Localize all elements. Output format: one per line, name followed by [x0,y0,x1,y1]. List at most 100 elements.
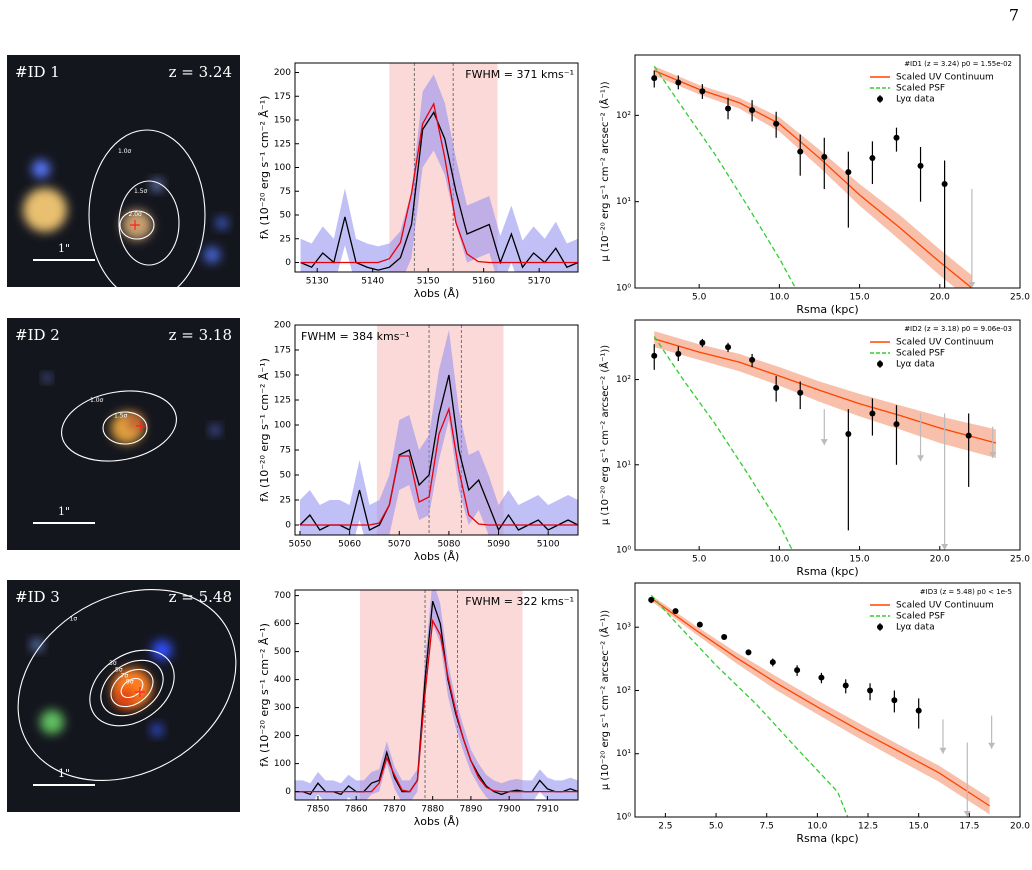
y-tick-label: 175 [274,346,291,356]
x-axis-label: Rsma (kpc) [796,303,858,316]
x-tick-label: 15.0 [850,555,870,565]
data-point [749,107,756,114]
data-line [653,69,973,288]
image-panel: 1.0σ 1.5σ [7,318,240,550]
data-point [869,155,876,162]
y-tick-label: 400 [274,675,291,685]
data-point [648,596,655,603]
source-blob [151,724,163,736]
data-point [725,344,732,351]
source-blob [210,425,220,435]
annotation: #ID3 (z = 5.48) p0 < 1e-5 [920,588,1012,596]
data-point [893,421,900,428]
data-point [818,674,825,681]
data-point [725,105,732,112]
source-blob [115,688,135,708]
data-point [797,389,804,396]
data-point [893,134,900,141]
x-tick-label: 12.5 [858,822,878,832]
legend-label: Scaled UV Continuum [896,338,994,348]
upper-limit-arrow [988,742,996,749]
y-tick-label: 10⁰ [616,546,631,556]
contour-label: 1.5σ [114,413,128,420]
data-line [650,594,849,817]
scale-label: 1" [58,242,70,255]
upper-limit-arrow [989,452,997,459]
x-tick-label: 5.0 [692,555,707,565]
contour [61,390,177,462]
y-tick-label: 0 [285,521,291,531]
plot-frame [634,582,1021,818]
x-tick-label: 5160 [472,277,495,287]
x-tick-label: 7910 [536,805,559,815]
y-tick-label: 50 [280,471,292,481]
y-tick-label: 200 [274,68,291,78]
contour-label: 7σ [121,673,129,680]
x-axis-label: Rsma (kpc) [796,565,858,578]
x-axis-label: λobs (Å) [414,815,460,828]
redshift-label: z = 3.18 [169,326,232,344]
y-tick-label: 600 [274,619,291,629]
data-point [651,75,658,82]
legend-label: Lyα data [896,360,935,370]
id-label: #ID 2 [15,326,60,344]
x-tick-label: 7880 [421,805,444,815]
y-tick-label: 0 [285,258,291,268]
x-tick-label: 15.0 [909,822,929,832]
plot-frame [634,54,1021,289]
data-point [821,153,828,160]
legend-label: Lyα data [896,95,935,105]
scale-label: 1" [58,505,70,518]
legend-label: Scaled PSF [896,612,945,622]
contour-label: 3σ [109,660,117,667]
plot-frame [294,589,579,801]
x-tick-label: 20.0 [930,293,950,303]
x-axis-label: λobs (Å) [414,550,460,563]
upper-limit-arrow [968,282,976,288]
source-blob [23,188,67,232]
legend-swatch [877,361,883,367]
x-tick-label: 10.0 [769,555,789,565]
y-tick-label: 10² [616,375,631,385]
y-tick-label: 175 [274,92,291,102]
data-point [917,162,924,169]
x-tick-label: 25.0 [1010,555,1030,565]
contour-label: 5σ [115,667,123,674]
contour [88,129,206,287]
y-tick-label: 10¹ [616,197,631,207]
source-blob [43,374,51,382]
data-line [299,374,578,532]
data-point [675,79,682,86]
upper-limit-arrow [917,455,925,462]
data-line [650,597,990,807]
data-point [773,120,780,127]
centroid-cross [136,421,146,431]
upper-limit-arrow [963,811,971,817]
x-axis-label: λobs (Å) [414,287,460,300]
redshift-label: z = 5.48 [169,588,232,606]
x-tick-label: 7850 [306,805,329,815]
source-blob [31,639,43,651]
data-point [891,697,898,704]
contour [89,649,175,727]
contour-label: 1σ [70,616,78,623]
data-point [745,649,752,656]
y-tick-label: 75 [280,187,291,197]
data-point [869,410,876,417]
contour [118,180,180,266]
y-tick-label: 25 [280,234,291,244]
x-tick-label: 5130 [306,277,329,287]
y-axis-label: μ (10⁻²⁰ erg s⁻¹ cm⁻² arcsec⁻² (Å⁻¹)) [598,345,611,525]
data-point [696,621,703,628]
legend-label: Lyα data [896,623,935,633]
x-tick-label: 5080 [437,540,460,550]
data-point [749,356,756,363]
data-point [842,682,849,689]
source-blob [40,710,64,734]
x-tick-label: 5.0 [692,293,707,303]
source-blob [32,160,50,178]
y-tick-label: 10⁰ [616,813,631,823]
x-tick-label: 5090 [487,540,510,550]
y-tick-label: 125 [274,396,291,406]
